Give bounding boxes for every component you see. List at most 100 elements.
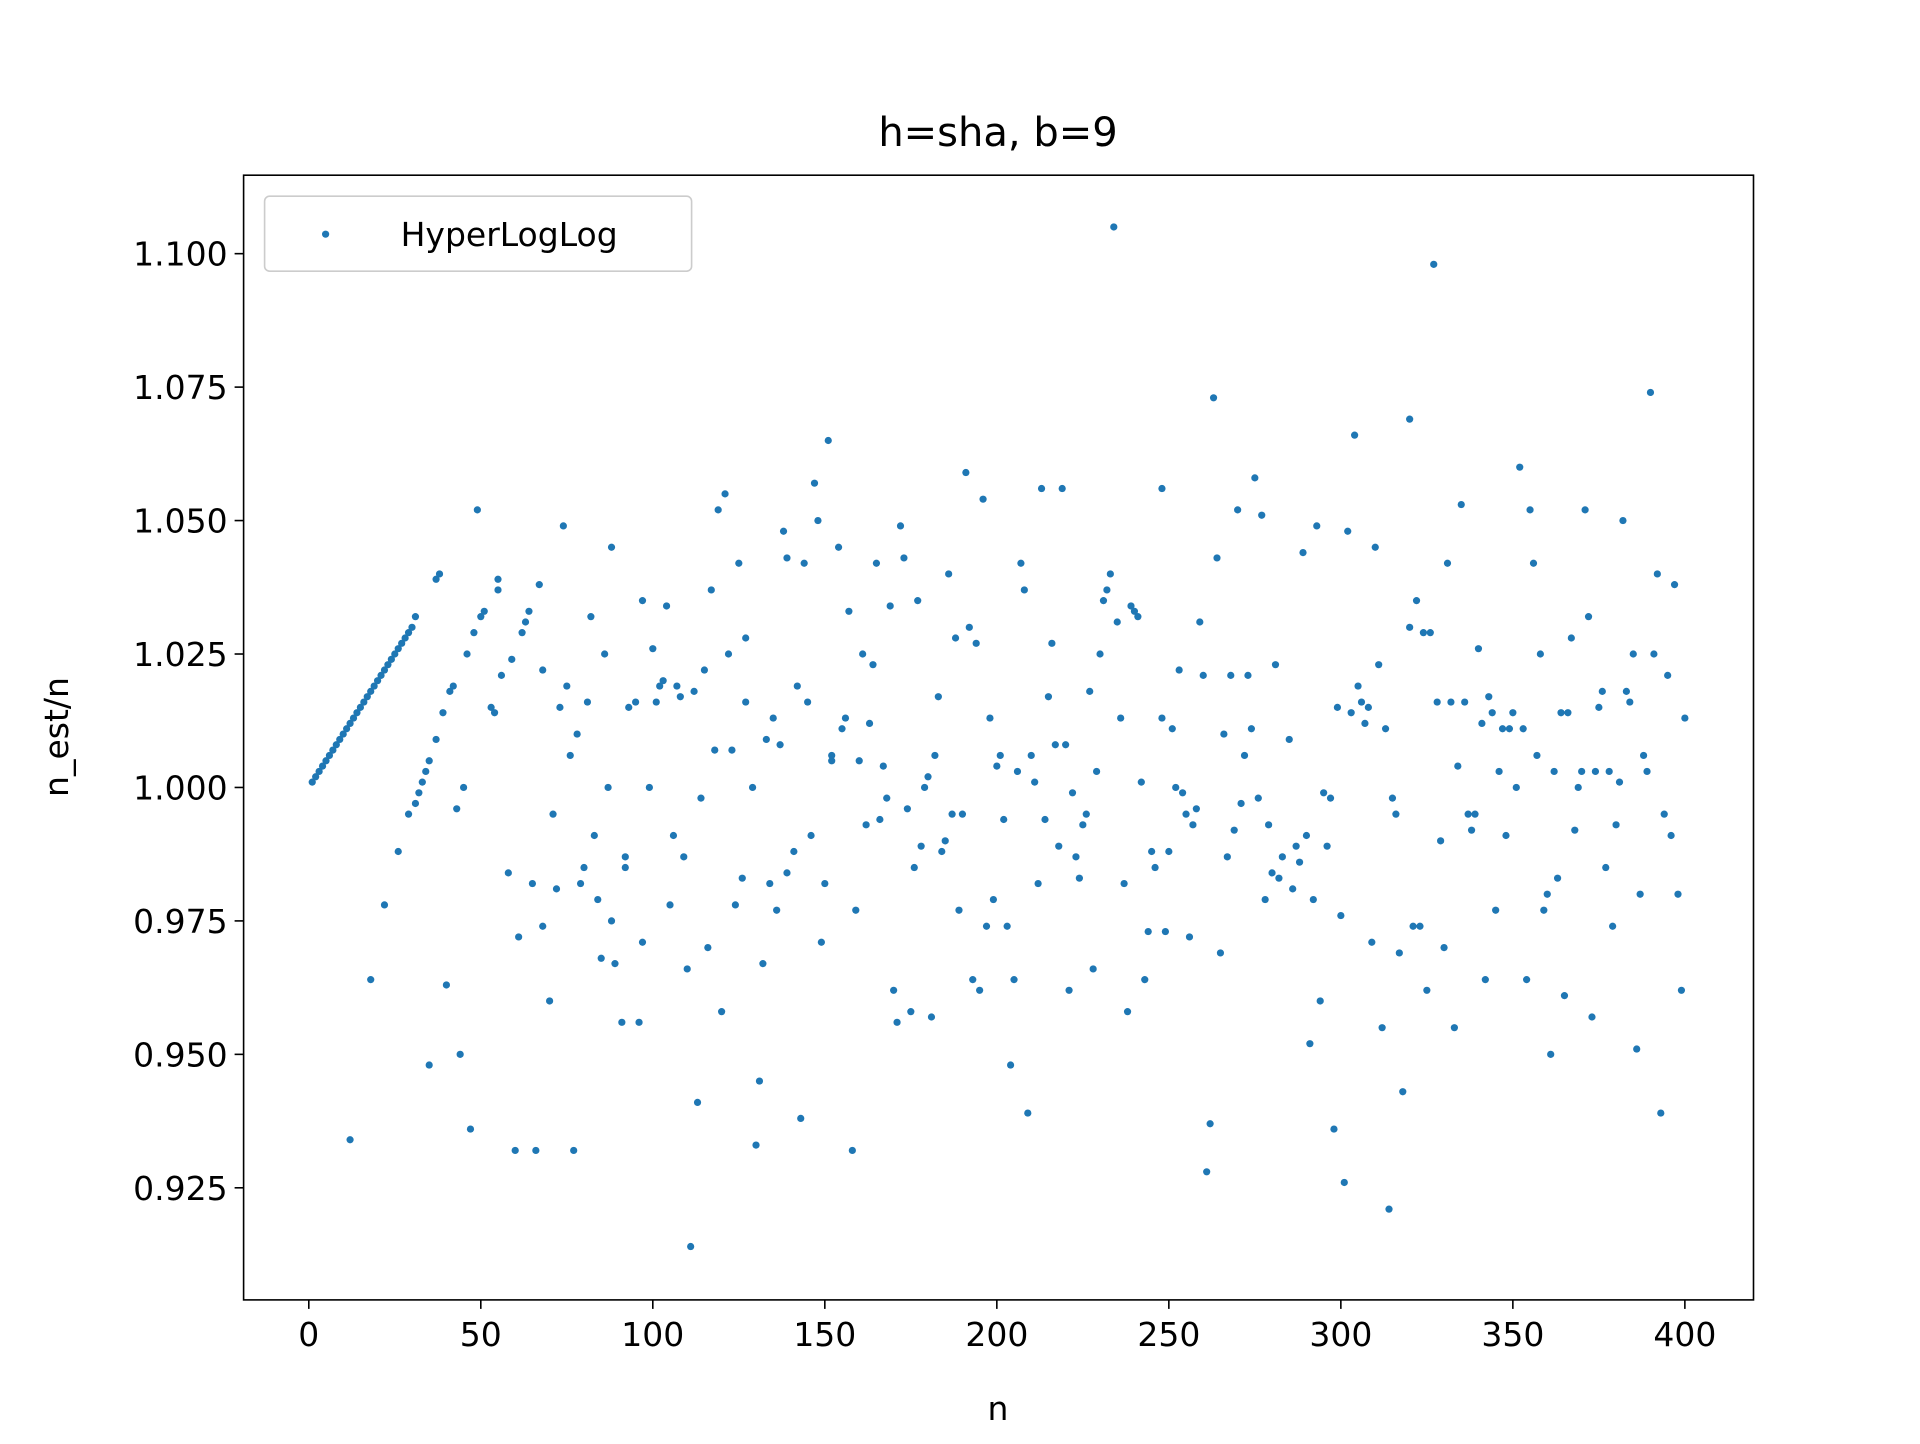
point bbox=[976, 986, 984, 994]
point bbox=[322, 757, 330, 765]
point bbox=[1368, 938, 1376, 946]
point bbox=[1406, 415, 1414, 423]
point bbox=[1068, 789, 1077, 797]
point bbox=[1062, 741, 1070, 749]
point bbox=[1567, 634, 1575, 642]
point bbox=[1664, 671, 1672, 679]
point bbox=[1502, 831, 1510, 840]
point bbox=[1543, 890, 1551, 898]
point bbox=[632, 698, 640, 706]
point bbox=[1299, 548, 1307, 557]
legend: HyperLogLog bbox=[263, 195, 693, 272]
point bbox=[1199, 671, 1207, 679]
point bbox=[724, 650, 733, 658]
point bbox=[607, 917, 616, 925]
point bbox=[1227, 671, 1235, 679]
point bbox=[343, 725, 351, 733]
point bbox=[934, 693, 942, 701]
point bbox=[556, 703, 564, 711]
y-tick-label: 1.075 bbox=[133, 368, 227, 407]
point bbox=[872, 559, 881, 567]
point bbox=[869, 661, 877, 669]
point bbox=[1667, 831, 1675, 840]
point bbox=[1309, 895, 1317, 904]
point bbox=[762, 735, 770, 744]
point bbox=[1430, 260, 1438, 268]
point bbox=[852, 906, 860, 914]
point bbox=[924, 773, 932, 781]
point bbox=[1158, 714, 1166, 722]
point bbox=[1639, 751, 1648, 760]
x-tick-label: 200 bbox=[965, 1315, 1028, 1354]
point bbox=[1027, 751, 1035, 760]
point bbox=[855, 757, 863, 765]
point bbox=[563, 682, 571, 690]
point bbox=[1278, 853, 1286, 861]
point bbox=[1117, 714, 1125, 722]
y-tick-label: 1.100 bbox=[133, 235, 227, 274]
point bbox=[408, 623, 416, 631]
point bbox=[439, 709, 447, 717]
point bbox=[1103, 586, 1111, 594]
point bbox=[625, 703, 633, 711]
point bbox=[1536, 650, 1544, 658]
point bbox=[766, 879, 774, 888]
point bbox=[986, 714, 994, 722]
y-tick-label: 1.050 bbox=[133, 502, 227, 541]
point bbox=[1113, 618, 1121, 626]
point bbox=[876, 815, 884, 824]
point bbox=[828, 757, 836, 765]
point bbox=[1092, 767, 1101, 776]
point bbox=[339, 730, 347, 738]
point bbox=[1354, 682, 1362, 690]
point bbox=[1519, 725, 1527, 733]
point bbox=[948, 810, 956, 818]
point bbox=[1584, 613, 1593, 621]
point bbox=[576, 879, 585, 888]
point bbox=[1643, 767, 1651, 776]
point bbox=[1055, 842, 1063, 850]
point bbox=[1086, 687, 1094, 695]
point bbox=[552, 885, 561, 893]
point bbox=[890, 986, 898, 994]
point bbox=[521, 618, 530, 626]
x-tick-label: 250 bbox=[1137, 1315, 1200, 1354]
point bbox=[1488, 709, 1496, 717]
point bbox=[1381, 725, 1390, 733]
point bbox=[411, 613, 420, 621]
point bbox=[1378, 1024, 1386, 1032]
point bbox=[1605, 767, 1613, 776]
point bbox=[1550, 767, 1558, 776]
point bbox=[738, 874, 746, 882]
point bbox=[1089, 965, 1097, 973]
y-tick-label: 0.925 bbox=[133, 1169, 227, 1208]
point bbox=[1474, 645, 1483, 653]
point bbox=[1399, 1088, 1407, 1096]
point bbox=[353, 709, 361, 717]
point bbox=[1251, 474, 1259, 482]
point bbox=[1285, 735, 1293, 744]
point bbox=[611, 960, 619, 968]
point bbox=[1406, 623, 1414, 631]
point bbox=[1065, 986, 1073, 994]
x-tick-label: 50 bbox=[460, 1315, 502, 1354]
point bbox=[1636, 890, 1644, 898]
point bbox=[1079, 821, 1087, 829]
point bbox=[972, 639, 980, 647]
point bbox=[1574, 783, 1582, 792]
point bbox=[391, 650, 399, 658]
legend-label: HyperLogLog bbox=[401, 215, 618, 254]
point bbox=[676, 693, 684, 701]
point bbox=[1096, 650, 1104, 658]
legend-marker bbox=[322, 230, 330, 238]
point bbox=[662, 602, 671, 610]
point bbox=[539, 922, 547, 930]
point bbox=[336, 735, 344, 744]
point bbox=[848, 1146, 856, 1155]
y-tick-label: 0.950 bbox=[133, 1035, 227, 1074]
point bbox=[494, 575, 502, 583]
point bbox=[1598, 687, 1606, 695]
point bbox=[1595, 703, 1603, 711]
point bbox=[914, 597, 922, 605]
point bbox=[422, 767, 430, 776]
